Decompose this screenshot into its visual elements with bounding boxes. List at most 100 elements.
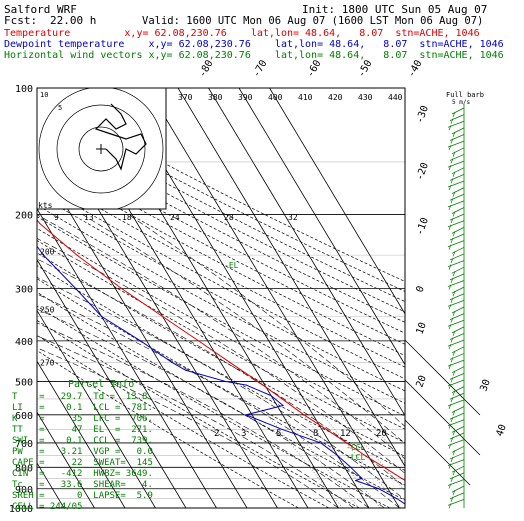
wind-barb-flag [448,344,452,350]
temperature-segment [121,287,163,317]
temperature-point [11,184,12,185]
wind-barb [449,193,465,201]
wind-barb-flag [448,363,452,370]
moist-adiabat-line [82,214,405,444]
wind-barb [451,445,465,453]
parcel-info-row: T = 29.7 Td = 13.8 [12,392,148,402]
wind-barb [451,366,465,374]
moist-adiabat-line [37,238,405,474]
wind-barb-flag [450,257,454,264]
hodograph [38,88,164,209]
fullbarb-label: Full barb [446,91,484,99]
parcel-info-row: K = 35 LFC = 706. [12,414,153,424]
wind-barb-flag [448,184,452,191]
forecast-label: Fcst: [4,14,38,27]
dewpoint-segment [282,428,321,444]
dewpoint-segment [101,316,141,342]
wind-barb [449,154,465,161]
theta-label: 440 [388,93,403,102]
parcel-info-row: CAPE = 22 SWEAT= 145 [12,458,153,468]
wind-barb-flag [452,111,456,118]
mixing-ratio-label-low: 12 [340,429,351,439]
parcel-info-row: PW = 3.21 VGP = 0.0 [12,447,153,457]
isotherm-line [238,88,405,366]
temperature-point [25,204,26,205]
wind-barb-flag [450,476,454,482]
pressure-tick-label: 1000 [9,504,33,515]
isotherm-line [147,88,400,508]
isotherm-line [37,258,187,508]
wind-barb [451,107,465,115]
wind-barb [449,432,465,440]
wind-barb-flag [448,264,452,270]
mixing-ratio-label: 28 [224,213,234,222]
parcel-info-row: SWI = 0.1 CCL = 739. [12,436,153,446]
wind-barb-flag [448,383,452,390]
theta-label: 400 [268,93,283,102]
wind-barb-flag [448,304,452,310]
wind-barb-flag [452,231,456,237]
temperature-segment [281,398,305,416]
wind-barb-flag [452,410,456,416]
dewpoint-segment [245,404,284,416]
pressure-tick-label: 900 [15,485,33,496]
mixing-ratio-line [322,414,402,508]
mixing-ratio-label-low: 8 [313,429,318,439]
wind-barb [449,333,465,340]
dry-adiabat-line [37,93,405,282]
parcel-info-row: Tc = 33.6 SHEAR= 4. [12,480,153,490]
wind-barb-flag [452,251,456,257]
forecast-value: 22.00 h [50,14,97,27]
wind-barb-flag [452,151,456,157]
wind-barb-flag [452,430,456,436]
dewpoint-segment [140,340,173,363]
wind-barb-flag [450,158,454,164]
dry-adiabat-line [37,334,330,508]
wind-barb-flag [448,483,452,489]
theta-label: 390 [238,93,253,102]
wind-barb-flag [450,198,454,204]
parcel-info-row: SREH = 0 LAPSE= 5.9 [12,491,153,501]
dewpoint-segment [350,466,363,479]
parcel-info-row: CIN = -412 HWBZ= 3649. [12,469,153,479]
wind-barb-flag [450,357,454,363]
wind-barb-flag [452,330,456,337]
wind-barb-flag [452,350,456,356]
moist-adiabat-line [37,277,405,501]
pressure-tick-label: 700 [15,439,33,450]
temperature-segment [420,489,440,499]
temperature-point [459,507,460,508]
wind-barb-flag [448,244,452,250]
dewpoint-segment [246,384,272,397]
wind-barb [449,372,465,380]
wind-barb-flag [450,397,454,403]
isotherm-line [37,208,217,508]
isotherm-line [37,309,156,508]
temperature-segment [326,429,348,444]
moist-adiabat-line [37,335,354,508]
plot-frame [36,87,406,509]
model-title: Salford WRF [4,3,77,16]
temperature-segment [198,340,231,363]
dry-adiabat-line [37,112,405,302]
parcel-info-row: TT = 47 EL = 271. [12,425,153,435]
wind-barb-flag [452,131,456,138]
isotherm-label: 40 [494,423,508,438]
temperature-segment [383,466,402,479]
theta-label: 380 [208,93,223,102]
lcl-label: -LCL [346,453,365,462]
parcel-info-title: Parcel Info [68,379,135,390]
dewpoint-segment [185,369,227,383]
dewpoint-segment [337,455,352,468]
dry-adiabat-line [37,227,405,430]
hodograph-ring [38,88,164,209]
wind-barb [451,227,465,234]
wind-barb-flag [450,297,454,303]
wind-barb-flag [450,138,454,144]
wind-barb [451,326,465,334]
wind-barb-flag [452,370,456,376]
init-time: Init: 1800 UTC Sun 05 Aug 07 [302,3,488,16]
wind-barb [451,167,465,175]
wind-barb [451,406,465,413]
hodograph-trace [94,103,147,171]
